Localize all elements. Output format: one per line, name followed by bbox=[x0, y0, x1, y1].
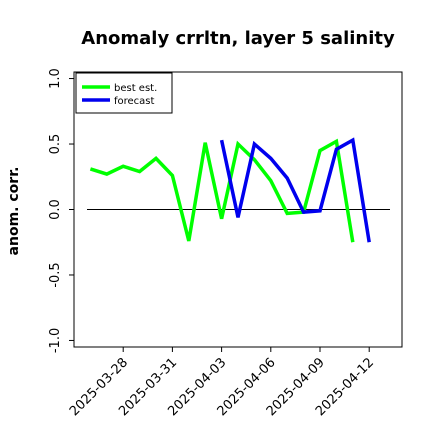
y-tick-label: -0.5 bbox=[48, 262, 63, 287]
y-tick-label: -1.0 bbox=[48, 328, 63, 353]
y-axis-label: anom. corr. bbox=[6, 167, 22, 256]
legend-label-forecast: forecast bbox=[114, 96, 155, 107]
legend-box bbox=[75, 72, 173, 114]
plot-area: -1.0-0.50.00.51.02025-03-282025-03-31202… bbox=[48, 68, 403, 419]
legend-label-best-est: best est. bbox=[114, 83, 157, 94]
y-tick-label: 0.0 bbox=[48, 199, 63, 220]
y-tick-label: 0.5 bbox=[48, 134, 63, 155]
chart-title: Anomaly crrltn, layer 5 salinity bbox=[81, 28, 395, 49]
series-line-forecast bbox=[219, 137, 371, 243]
series-line-best-est bbox=[89, 138, 355, 243]
y-tick-label: 1.0 bbox=[48, 68, 63, 89]
